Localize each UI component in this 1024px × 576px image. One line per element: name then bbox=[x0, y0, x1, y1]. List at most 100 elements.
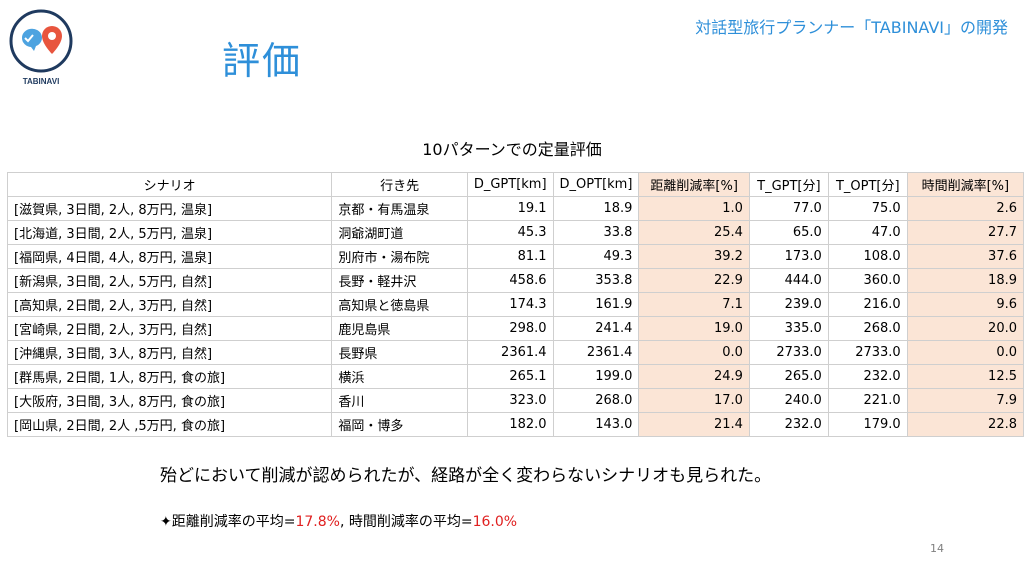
avg-time-value: 16.0% bbox=[472, 514, 518, 530]
cell-time-reduction: 7.9 bbox=[906, 388, 1024, 413]
cell-d-opt: 161.9 bbox=[552, 292, 640, 317]
cell-t-opt: 221.0 bbox=[827, 388, 908, 413]
cell-t-opt: 179.0 bbox=[827, 412, 908, 437]
cell-distance-reduction: 1.0 bbox=[638, 196, 750, 221]
cell-time-reduction: 12.5 bbox=[906, 364, 1024, 389]
cell-scenario: [高知県, 2日間, 2人, 3万円, 自然] bbox=[6, 292, 333, 317]
cell-destination: 長野・軽井沢 bbox=[331, 268, 468, 293]
cell-scenario: [北海道, 3日間, 2人, 5万円, 温泉] bbox=[6, 220, 333, 245]
cell-t-gpt: 65.0 bbox=[748, 220, 829, 245]
presentation-header: 対話型旅行プランナー「TABINAVI」の開発 bbox=[695, 18, 1008, 37]
table-row: [高知県, 2日間, 2人, 3万円, 自然] 高知県と徳島県 174.3 161.9… bbox=[6, 292, 1024, 317]
cell-t-gpt: 239.0 bbox=[748, 292, 829, 317]
header-scenario: シナリオ bbox=[6, 172, 333, 197]
cell-t-gpt: 335.0 bbox=[748, 316, 829, 341]
table-row: [福岡県, 4日間, 4人, 8万円, 温泉] 別府市・湯布院 81.1 49.3 39… bbox=[6, 244, 1024, 269]
cell-t-gpt: 444.0 bbox=[748, 268, 829, 293]
cell-t-gpt: 173.0 bbox=[748, 244, 829, 269]
cell-t-opt: 216.0 bbox=[827, 292, 908, 317]
cell-d-opt: 2361.4 bbox=[552, 340, 640, 365]
cell-distance-reduction: 7.1 bbox=[638, 292, 750, 317]
cell-destination: 横浜 bbox=[331, 364, 468, 389]
cell-destination: 鹿児島県 bbox=[331, 316, 468, 341]
cell-destination: 京都・有馬温泉 bbox=[331, 196, 468, 221]
cell-destination: 別府市・湯布院 bbox=[331, 244, 468, 269]
cell-t-gpt: 265.0 bbox=[748, 364, 829, 389]
cell-destination: 香川 bbox=[331, 388, 468, 413]
cell-t-opt: 2733.0 bbox=[827, 340, 908, 365]
table-row: [大阪府, 3日間, 3人, 8万円, 食の旅] 香川 323.0 268.0 17.0… bbox=[6, 388, 1024, 413]
header-distance-reduction: 距離削減率[%] bbox=[638, 172, 750, 197]
header-d-opt: D_OPT[km] bbox=[552, 172, 640, 197]
cell-time-reduction: 18.9 bbox=[906, 268, 1024, 293]
table-row: [新潟県, 3日間, 2人, 5万円, 自然] 長野・軽井沢 458.6 353.8 2… bbox=[6, 268, 1024, 293]
cell-time-reduction: 2.6 bbox=[906, 196, 1024, 221]
cell-distance-reduction: 25.4 bbox=[638, 220, 750, 245]
cell-t-opt: 75.0 bbox=[827, 196, 908, 221]
cell-scenario: [群馬県, 2日間, 1人, 8万円, 食の旅] bbox=[6, 364, 333, 389]
cell-d-gpt: 182.0 bbox=[466, 412, 554, 437]
cell-destination: 長野県 bbox=[331, 340, 468, 365]
cell-t-opt: 108.0 bbox=[827, 244, 908, 269]
cell-t-opt: 47.0 bbox=[827, 220, 908, 245]
table-title: 10パターンでの定量評価 bbox=[422, 140, 602, 159]
cell-scenario: [沖縄県, 3日間, 3人, 8万円, 自然] bbox=[6, 340, 333, 365]
slide-title: 評価 bbox=[222, 39, 303, 83]
cell-destination: 高知県と徳島県 bbox=[331, 292, 468, 317]
cell-d-gpt: 265.1 bbox=[466, 364, 554, 389]
cell-t-opt: 268.0 bbox=[827, 316, 908, 341]
cell-scenario: [新潟県, 3日間, 2人, 5万円, 自然] bbox=[6, 268, 333, 293]
table-row: [北海道, 3日間, 2人, 5万円, 温泉] 洞爺湖町道 45.3 33.8 25.4… bbox=[6, 220, 1024, 245]
tabinavi-logo: TABINAVI bbox=[9, 9, 73, 86]
table-row: [滋賀県, 3日間, 2人, 8万円, 温泉] 京都・有馬温泉 19.1 18.9 1.… bbox=[6, 196, 1024, 221]
cell-scenario: [岡山県, 2日間, 2人 ,5万円, 食の旅] bbox=[6, 412, 333, 437]
cell-t-opt: 232.0 bbox=[827, 364, 908, 389]
cell-distance-reduction: 19.0 bbox=[638, 316, 750, 341]
table-row: [沖縄県, 3日間, 3人, 8万円, 自然] 長野県 2361.4 2361.4 0.… bbox=[6, 340, 1024, 365]
cell-time-reduction: 27.7 bbox=[906, 220, 1024, 245]
chat-bubble-icon bbox=[21, 28, 42, 51]
cell-d-gpt: 81.1 bbox=[466, 244, 554, 269]
cell-scenario: [大阪府, 3日間, 3人, 8万円, 食の旅] bbox=[6, 388, 333, 413]
cell-d-gpt: 298.0 bbox=[466, 316, 554, 341]
cell-d-opt: 49.3 bbox=[552, 244, 640, 269]
cell-time-reduction: 20.0 bbox=[906, 316, 1024, 341]
avg-prefix: ✦距離削減率の平均= bbox=[160, 514, 296, 530]
cell-d-opt: 143.0 bbox=[552, 412, 640, 437]
cell-d-gpt: 2361.4 bbox=[466, 340, 554, 365]
cell-d-opt: 241.4 bbox=[552, 316, 640, 341]
cell-distance-reduction: 39.2 bbox=[638, 244, 750, 269]
header-d-gpt: D_GPT[km] bbox=[466, 172, 554, 197]
cell-destination: 福岡・博多 bbox=[331, 412, 468, 437]
summary-text: 殆どにおいて削減が認められたが、経路が全く変わらないシナリオも見られた。 bbox=[160, 466, 772, 486]
cell-scenario: [宮崎県, 2日間, 2人, 3万円, 自然] bbox=[6, 316, 333, 341]
cell-distance-reduction: 22.9 bbox=[638, 268, 750, 293]
header-t-gpt: T_GPT[分] bbox=[748, 172, 829, 197]
cell-distance-reduction: 21.4 bbox=[638, 412, 750, 437]
avg-distance-value: 17.8% bbox=[295, 514, 340, 530]
cell-d-gpt: 19.1 bbox=[466, 196, 554, 221]
cell-d-opt: 353.8 bbox=[552, 268, 640, 293]
evaluation-table: シナリオ 行き先 D_GPT[km] D_OPT[km] 距離削減率[%] T_… bbox=[6, 172, 1024, 437]
cell-time-reduction: 0.0 bbox=[906, 340, 1024, 365]
cell-t-gpt: 232.0 bbox=[748, 412, 829, 437]
cell-d-gpt: 174.3 bbox=[466, 292, 554, 317]
cell-distance-reduction: 24.9 bbox=[638, 364, 750, 389]
cell-time-reduction: 9.6 bbox=[906, 292, 1024, 317]
cell-scenario: [滋賀県, 3日間, 2人, 8万円, 温泉] bbox=[6, 196, 333, 221]
avg-middle: , 時間削減率の平均= bbox=[339, 514, 473, 530]
cell-t-gpt: 2733.0 bbox=[748, 340, 829, 365]
cell-t-opt: 360.0 bbox=[827, 268, 908, 293]
cell-d-gpt: 45.3 bbox=[466, 220, 554, 245]
cell-d-opt: 199.0 bbox=[552, 364, 640, 389]
cell-d-gpt: 458.6 bbox=[466, 268, 554, 293]
table-row: [岡山県, 2日間, 2人 ,5万円, 食の旅] 福岡・博多 182.0 143.0 2… bbox=[6, 412, 1024, 437]
cell-d-opt: 33.8 bbox=[552, 220, 640, 245]
table-body: [滋賀県, 3日間, 2人, 8万円, 温泉] 京都・有馬温泉 19.1 18.9 1.… bbox=[6, 196, 1024, 437]
cell-destination: 洞爺湖町道 bbox=[331, 220, 468, 245]
table-row: [群馬県, 2日間, 1人, 8万円, 食の旅] 横浜 265.1 199.0 24.9… bbox=[6, 364, 1024, 389]
logo-text: TABINAVI bbox=[23, 77, 60, 86]
table-header-row: シナリオ 行き先 D_GPT[km] D_OPT[km] 距離削減率[%] T_… bbox=[6, 172, 1024, 197]
cell-time-reduction: 22.8 bbox=[906, 412, 1024, 437]
cell-t-gpt: 77.0 bbox=[748, 196, 829, 221]
